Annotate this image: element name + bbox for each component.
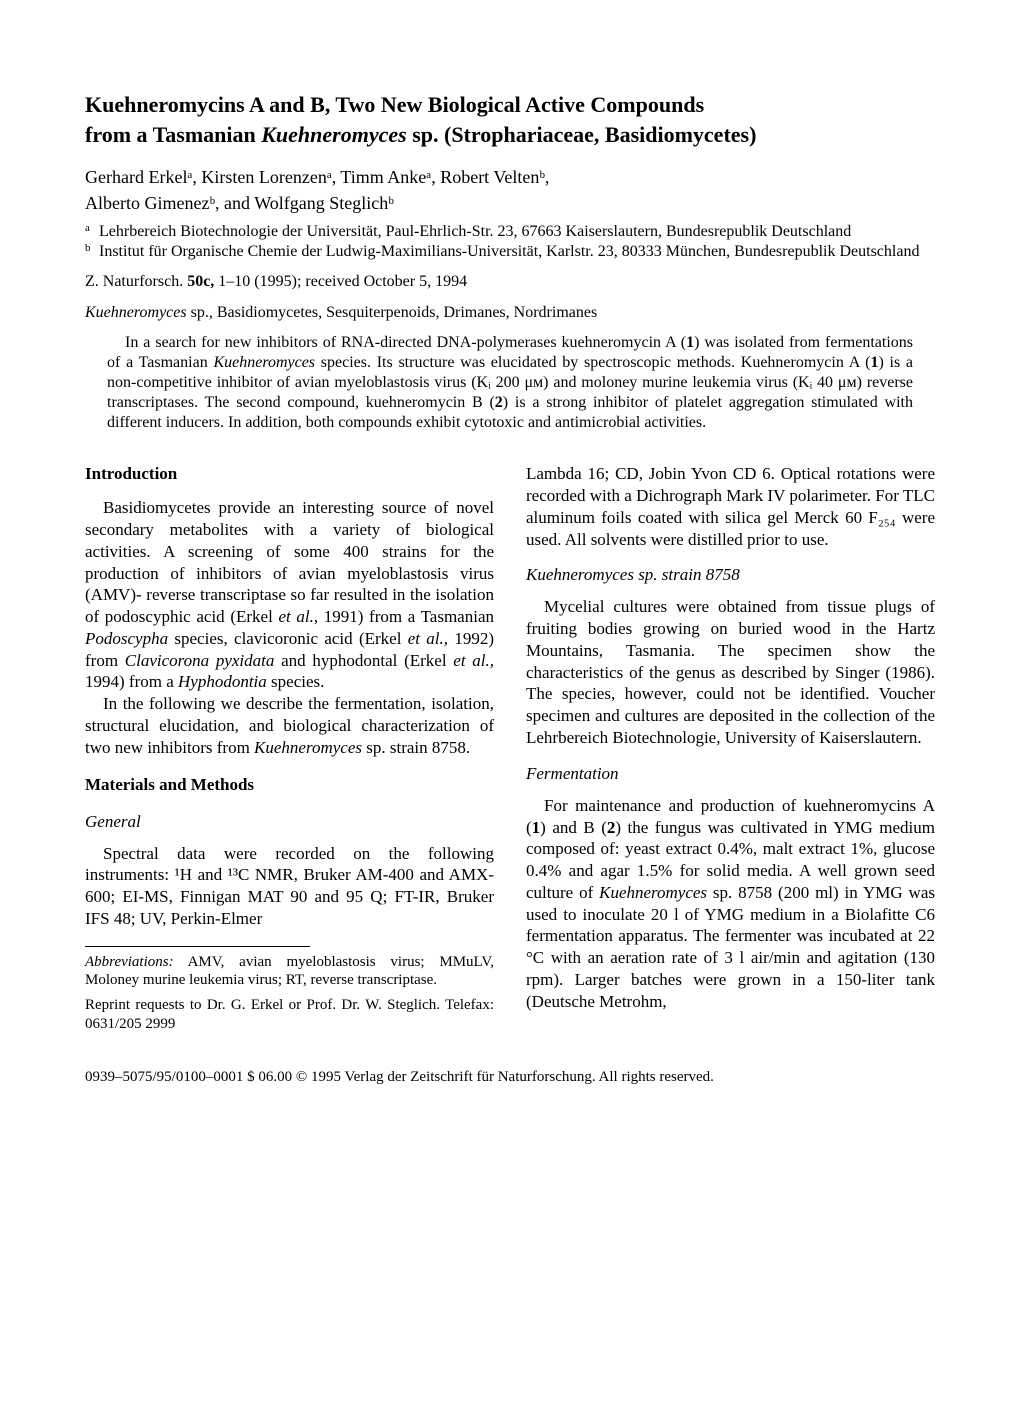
footnote-separator xyxy=(85,946,310,947)
introduction-text: Basidiomycetes provide an interesting so… xyxy=(85,497,494,758)
journal-info: Z. Naturforsch. 50c, 1–10 (1995); receiv… xyxy=(85,272,935,293)
fermentation-text: For maintenance and production of kuehne… xyxy=(526,795,935,1013)
strain-heading: Kuehneromyces sp. strain 8758 xyxy=(526,564,935,586)
two-column-body: Introduction Basidiomycetes provide an i… xyxy=(85,463,935,1039)
copyright-line: 0939–5075/95/0100–0001 $ 06.00 © 1995 Ve… xyxy=(85,1068,935,1088)
strain-text: Mycelial cultures were obtained from tis… xyxy=(526,596,935,748)
materials-methods-heading: Materials and Methods xyxy=(85,774,494,796)
general-text: Spectral data were recorded on the follo… xyxy=(85,843,494,930)
authors: Gerhard Erkelᵃ, Kirsten Lorenzenᵃ, Timm … xyxy=(85,165,935,215)
left-column: Introduction Basidiomycetes provide an i… xyxy=(85,463,494,1039)
article-title: Kuehneromycins A and B, Two New Biologic… xyxy=(85,90,935,149)
keywords: Kuehneromyces sp., Basidiomycetes, Sesqu… xyxy=(85,303,935,324)
fermentation-heading: Fermentation xyxy=(526,763,935,785)
general-heading: General xyxy=(85,811,494,833)
footnotes: Abbreviations: AMV, avian myeloblastosis… xyxy=(85,953,494,1034)
right-column: Lambda 16; CD, Jobin Yvon CD 6. Optical … xyxy=(526,463,935,1039)
introduction-heading: Introduction xyxy=(85,463,494,485)
abstract: In a search for new inhibitors of RNA-di… xyxy=(85,333,935,433)
general-text-continued: Lambda 16; CD, Jobin Yvon CD 6. Optical … xyxy=(526,463,935,550)
affiliations: a Lehrbereich Biotechnologie der Univers… xyxy=(85,222,935,262)
